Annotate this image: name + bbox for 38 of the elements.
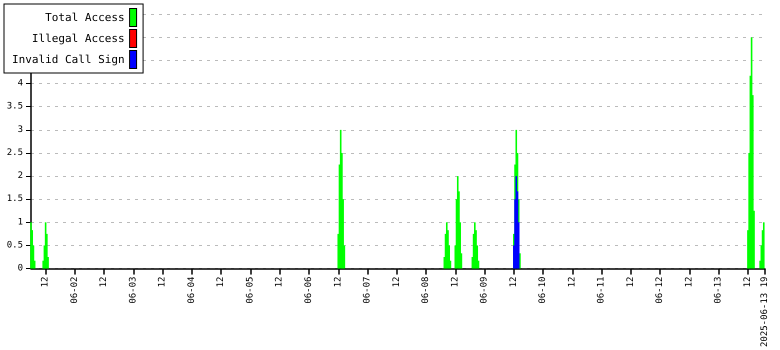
x-tick-label: 06-04 <box>186 276 197 304</box>
y-tick-label: 0 <box>18 264 23 274</box>
x-tick-label: 06-08 <box>421 276 432 304</box>
x-tick-label: 06-13 <box>714 276 724 304</box>
x-tick-label: 12 <box>40 276 51 288</box>
legend-label: Illegal Access <box>32 32 125 45</box>
legend-label: Total Access <box>45 11 125 24</box>
y-tick-label: 1.5 <box>6 194 23 204</box>
y-tick-label: 0.5 <box>6 240 23 250</box>
x-tick-label: 06-07 <box>362 276 373 304</box>
y-tick-label: 3.5 <box>6 102 23 112</box>
y-tick-label: 4 <box>18 78 23 89</box>
x-tick-label: 06-11 <box>596 276 607 304</box>
x-tick-label: 06-03 <box>128 276 138 304</box>
x-tick-label: 12 <box>99 276 110 288</box>
x-tick-label: 12 <box>392 276 402 288</box>
y-tick-label: 1 <box>18 217 23 228</box>
x-tick-label: 06-09 <box>480 276 490 304</box>
x-tick-label: 12 <box>158 276 168 288</box>
x-tick-label: 06-02 <box>70 276 80 304</box>
x-tick-label: 12 <box>274 276 285 288</box>
y-tick-label: 3 <box>18 124 23 135</box>
y-tick-label: 2 <box>18 171 23 182</box>
x-tick-label: 06-12 <box>655 276 666 304</box>
x-tick-label: 12 <box>684 276 694 288</box>
x-tick-label: 12 <box>742 276 753 288</box>
x-tick-label: 06-05 <box>245 276 256 304</box>
x-tick-label: 12 <box>567 276 578 288</box>
y-tick-label: 2.5 <box>6 148 23 158</box>
x-tick-label: 12 <box>216 276 226 288</box>
legend-label: Invalid Call Sign <box>12 53 125 66</box>
x-tick-label: 12 <box>626 276 636 288</box>
x-tick-label: 12 <box>450 276 460 288</box>
x-tick-label: 12 <box>508 276 519 288</box>
x-tick-label: 2025-06-13 19 <box>760 276 770 348</box>
x-tick-label: 06-06 <box>304 276 314 304</box>
x-tick-label: 12 <box>333 276 344 288</box>
x-tick-label: 06-10 <box>538 276 548 304</box>
